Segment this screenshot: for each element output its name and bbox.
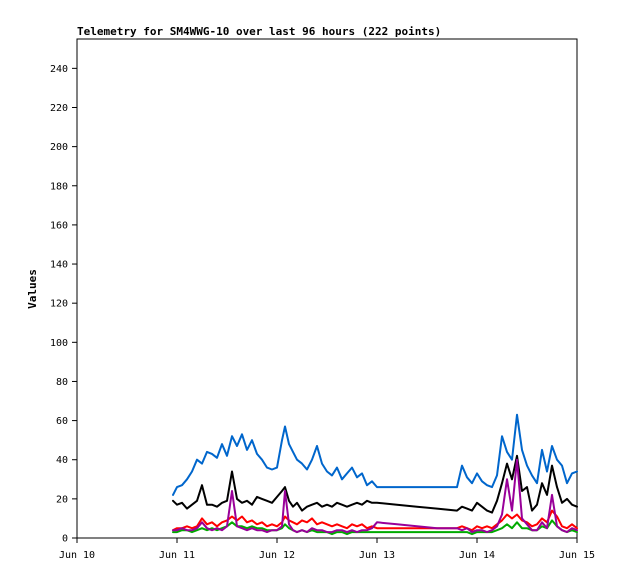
x-axis: Jun 10 Jun 11 Jun 12 Jun 13 Jun 14 Jun 15 <box>59 538 595 561</box>
y-tick-label: 40 <box>56 455 68 466</box>
chart-title: Telemetry for SM4WWG-10 over last 96 hou… <box>77 25 441 38</box>
x-tick-label: Jun 15 <box>559 550 595 561</box>
series-group <box>172 413 578 536</box>
series-line-3 <box>172 509 578 532</box>
y-tick-label: 20 <box>56 494 68 505</box>
y-tick-label: 180 <box>50 181 68 192</box>
series-line-4 <box>172 519 578 536</box>
y-axis-label: Values <box>26 269 39 309</box>
plot-frame <box>76 38 578 539</box>
y-tick-label: 160 <box>50 220 68 231</box>
x-tick-label: Jun 11 <box>159 550 195 561</box>
x-tick-label: Jun 14 <box>459 550 495 561</box>
y-axis: 0 20 40 60 80 100 120 140 160 180 200 220 240 <box>50 64 77 545</box>
y-tick-label: 120 <box>50 299 68 310</box>
series-line-1 <box>172 413 578 496</box>
y-tick-label: 100 <box>50 338 68 349</box>
y-tick-label: 220 <box>50 103 68 114</box>
y-tick-label: 200 <box>50 142 68 153</box>
x-tick-label: Jun 13 <box>359 550 395 561</box>
y-tick-label: 240 <box>50 64 68 75</box>
y-tick-label: 0 <box>62 534 68 545</box>
y-tick-label: 60 <box>56 416 68 427</box>
x-tick-label: Jun 10 <box>59 550 95 561</box>
series-line-5 <box>172 458 578 534</box>
y-tick-label: 140 <box>50 260 68 271</box>
y-tick-label: 80 <box>56 377 68 388</box>
x-tick-label: Jun 12 <box>259 550 295 561</box>
